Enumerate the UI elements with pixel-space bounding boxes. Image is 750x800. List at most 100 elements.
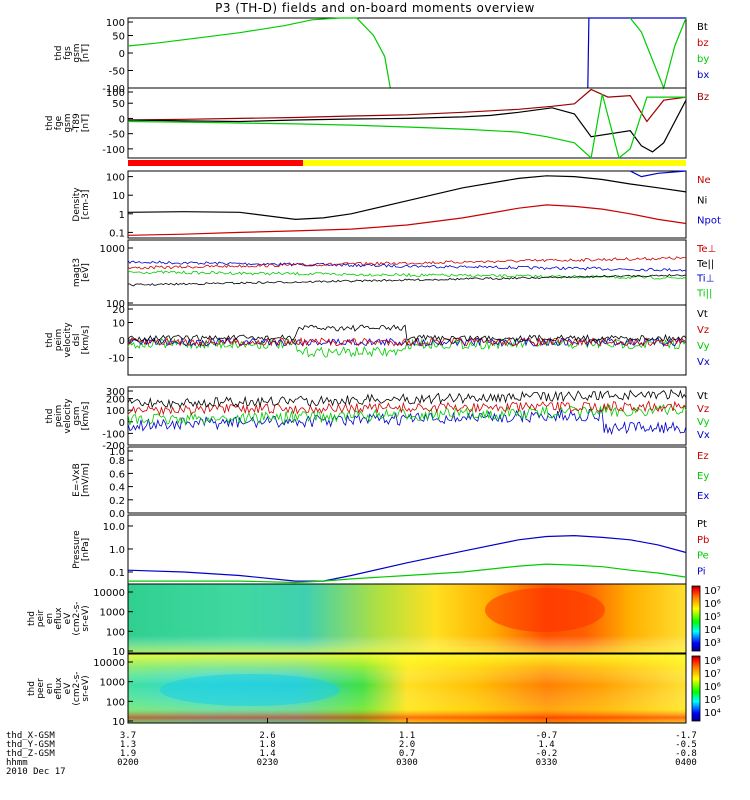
series-fgs-by: [127, 17, 391, 89]
ylabel-line: en: [45, 683, 55, 694]
series-fge-black: [127, 99, 687, 153]
ytick-label: 10: [112, 191, 125, 202]
ylabel-line: [km/s]: [81, 402, 91, 431]
legend-Ey: Ey: [697, 471, 709, 482]
ytick-label: 10000: [93, 588, 125, 599]
xaxis-value: 1.8: [259, 740, 275, 750]
ytick-label: 200: [106, 395, 125, 406]
ytick-label: -50: [109, 67, 125, 78]
ytick-label: 0.2: [109, 496, 125, 507]
ytick-label: 0.6: [109, 469, 125, 480]
xaxis-value: 3.7: [120, 731, 136, 741]
colorbar-tick: 10³: [704, 638, 721, 649]
ylabel-line: thd: [45, 409, 55, 424]
ytick-label: 0.0: [109, 509, 125, 520]
xaxis-date: 2010 Dec 17: [6, 767, 66, 777]
panel-frame-efield: [127, 446, 687, 514]
xaxis-value: 2.0: [399, 740, 415, 750]
ytick-label: 10: [112, 647, 125, 658]
ytick-label: 100: [106, 88, 125, 99]
ytick-label: 1000: [100, 608, 125, 619]
xaxis-value: -1.7: [675, 731, 697, 741]
xaxis-value: 2.6: [259, 731, 275, 741]
ylabel-line: -T89: [72, 113, 82, 133]
ytick-label: 100: [106, 406, 125, 417]
ylabel-line: fgs: [63, 46, 73, 60]
ylabel-line: eflux: [54, 677, 64, 700]
legend-Ex: Ex: [697, 491, 709, 502]
legend-Pi: Pi: [697, 566, 706, 577]
ylabel-line: Density: [72, 187, 82, 222]
series-temperature-Ti-par: [127, 270, 687, 280]
legend-Vy: Vy: [697, 417, 710, 428]
ylabel-line: gsm: [63, 113, 73, 132]
mode-bar-fast: [303, 160, 686, 166]
colorbar-tick: 10⁷: [704, 586, 721, 597]
ylabel-line: eV: [63, 612, 73, 625]
ylabel-line: peim: [54, 405, 64, 428]
series-density-Npot: [629, 170, 687, 178]
ytick-label: 0.1: [109, 228, 125, 239]
ytick-label: 10.0: [103, 522, 125, 533]
ytick-label: 10: [112, 319, 125, 330]
panel-frame-peir_en_eflux: [127, 583, 687, 654]
ytick-label: 300: [106, 387, 125, 398]
series-temperature-Te-perp: [127, 256, 687, 270]
ylabel-line: sr-eV): [81, 605, 91, 631]
xaxis-value: 1.1: [399, 731, 415, 741]
ytick-label: 1000: [100, 678, 125, 689]
colorbar-tick: 10⁵: [704, 695, 721, 706]
series-dsl-Vt: [127, 324, 687, 343]
legend-Vt: Vt: [697, 391, 708, 402]
legend-Vz: Vz: [697, 404, 709, 415]
ylabel-line: sr-eV): [81, 675, 91, 701]
series-dsl-Vy: [127, 337, 687, 358]
legend-Vz: Vz: [697, 325, 709, 336]
ytick-label: 100: [106, 627, 125, 638]
ytick-label: -100: [102, 145, 125, 156]
ylabel-line: [nPa]: [81, 538, 91, 561]
colorbar-tick: 10⁸: [704, 656, 721, 667]
xaxis-value: 1.9: [120, 749, 136, 759]
ylabel-line: gsm: [72, 43, 82, 62]
ytick-label: 0.4: [109, 483, 125, 494]
legend-bx: bx: [697, 70, 709, 81]
colorbar-tick: 10⁴: [704, 625, 721, 636]
ylabel-line: eflux: [54, 607, 64, 630]
colorbar-tick: 10⁶: [704, 599, 721, 610]
series-density-Ne: [127, 204, 687, 236]
ylabel-line: en: [45, 613, 55, 624]
ytick-label: 100: [106, 697, 125, 708]
legend-by: by: [697, 54, 709, 65]
series-dsl-Vz: [127, 336, 687, 347]
legend-Te||: Te||: [696, 259, 714, 270]
series-fge-Bz: [127, 88, 687, 123]
ylabel-line: [eV]: [81, 263, 91, 282]
ylabel-line: peir: [36, 609, 46, 627]
legend-Bz: Bz: [697, 92, 709, 103]
xaxis-row-label: thd_X-GSM: [6, 731, 55, 741]
panel-frame-density: [127, 170, 687, 239]
series-fgs-bz: [629, 17, 687, 90]
series-gsm-Vz: [127, 400, 687, 416]
ylabel-line: [nT]: [81, 44, 91, 62]
ylabel-line: magt3: [72, 258, 82, 287]
colorbar-electron: [691, 655, 701, 722]
series-gsm-Vt: [127, 388, 687, 410]
series-temperature-Te-par: [128, 273, 686, 287]
xaxis-value: 1.3: [120, 740, 136, 750]
xaxis-value: 1.4: [538, 740, 554, 750]
ylabel-line: peer: [36, 678, 46, 699]
ytick-label: 0.8: [109, 456, 125, 467]
xaxis-value: 0.7: [399, 749, 415, 759]
series-pressure-Pe: [128, 563, 687, 584]
xaxis-row-label: thd_Y-GSM: [6, 740, 55, 750]
legend-bz: bz: [697, 38, 709, 49]
series-gsm-Vy: [127, 403, 687, 427]
xaxis-row-label: hhmm: [6, 758, 28, 768]
ylabel-line: [mV/m]: [81, 463, 91, 497]
ytick-label: 1.0: [109, 447, 125, 458]
ylabel-line: thd: [54, 46, 64, 61]
ytick-label: 50: [112, 99, 125, 110]
ytick-label: 10000: [93, 658, 125, 669]
